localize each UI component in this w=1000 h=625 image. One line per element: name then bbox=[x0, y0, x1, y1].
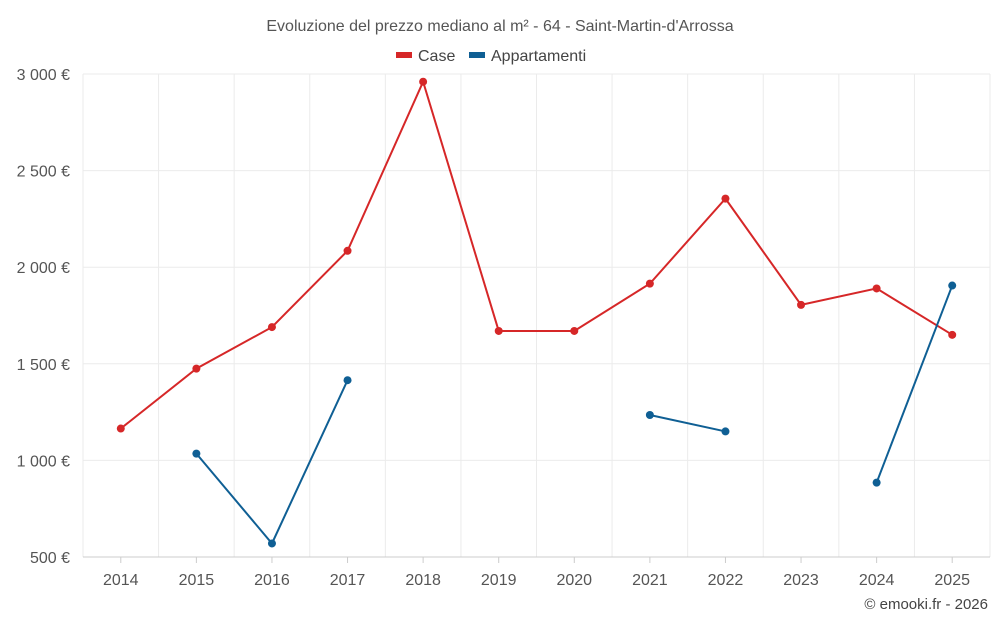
x-tick-label: 2017 bbox=[330, 572, 366, 589]
data-point[interactable] bbox=[948, 281, 957, 290]
legend-swatch-case bbox=[396, 52, 412, 58]
y-tick-label: 2 000 € bbox=[17, 260, 70, 277]
x-axis: 2014 2015 2016 2017 2018 2019 2020 2021 2022 2023… bbox=[103, 557, 970, 589]
data-point[interactable] bbox=[267, 539, 276, 548]
data-point[interactable] bbox=[872, 284, 881, 293]
data-point[interactable] bbox=[645, 279, 654, 288]
chart-title: Evoluzione del prezzo mediano al m² - 64… bbox=[266, 18, 733, 35]
data-point[interactable] bbox=[192, 364, 201, 373]
series-layer bbox=[116, 77, 957, 548]
credit: © emooki.fr - 2026 bbox=[864, 596, 988, 613]
legend-item-case[interactable]: Case bbox=[396, 48, 455, 65]
y-tick-label: 1 000 € bbox=[17, 453, 70, 470]
x-tick-label: 2024 bbox=[859, 572, 895, 589]
legend-label-case: Case bbox=[418, 48, 455, 65]
data-point[interactable] bbox=[872, 478, 881, 487]
data-point[interactable] bbox=[343, 376, 352, 385]
x-tick-label: 2014 bbox=[103, 572, 139, 589]
series-line bbox=[120, 78, 953, 430]
x-tick-label: 2020 bbox=[556, 572, 592, 589]
x-tick-label: 2022 bbox=[708, 572, 744, 589]
x-tick-label: 2015 bbox=[179, 572, 215, 589]
data-point[interactable] bbox=[948, 330, 957, 339]
x-tick-label: 2019 bbox=[481, 572, 517, 589]
series-line bbox=[195, 379, 349, 546]
x-tick-label: 2021 bbox=[632, 572, 668, 589]
legend-swatch-appartamenti bbox=[469, 52, 485, 58]
y-tick-label: 1 500 € bbox=[17, 357, 70, 374]
series-line bbox=[875, 285, 954, 483]
y-axis: 500 € 1 000 € 1 500 € 2 000 € 2 500 € 3 000 € bbox=[17, 67, 70, 567]
series-appartamenti bbox=[192, 281, 957, 548]
legend: Case Appartamenti bbox=[396, 48, 586, 65]
y-tick-label: 3 000 € bbox=[17, 67, 70, 84]
x-tick-label: 2025 bbox=[934, 572, 970, 589]
data-point[interactable] bbox=[116, 424, 125, 433]
data-point[interactable] bbox=[192, 449, 201, 458]
data-point[interactable] bbox=[721, 427, 730, 436]
data-point[interactable] bbox=[267, 323, 276, 332]
legend-item-appartamenti[interactable]: Appartamenti bbox=[469, 48, 586, 65]
data-point[interactable] bbox=[570, 326, 579, 335]
x-tick-label: 2023 bbox=[783, 572, 819, 589]
data-point[interactable] bbox=[645, 410, 654, 419]
data-point[interactable] bbox=[419, 77, 428, 86]
x-tick-label: 2016 bbox=[254, 572, 290, 589]
y-tick-label: 500 € bbox=[30, 550, 70, 567]
legend-label-appartamenti: Appartamenti bbox=[491, 48, 586, 65]
data-point[interactable] bbox=[721, 194, 730, 203]
series-case bbox=[116, 77, 957, 433]
x-tick-label: 2018 bbox=[405, 572, 441, 589]
y-tick-label: 2 500 € bbox=[17, 164, 70, 181]
data-point[interactable] bbox=[494, 326, 503, 335]
series-line bbox=[649, 414, 726, 433]
data-point[interactable] bbox=[797, 300, 806, 309]
grid bbox=[82, 73, 991, 558]
data-point[interactable] bbox=[343, 246, 352, 255]
